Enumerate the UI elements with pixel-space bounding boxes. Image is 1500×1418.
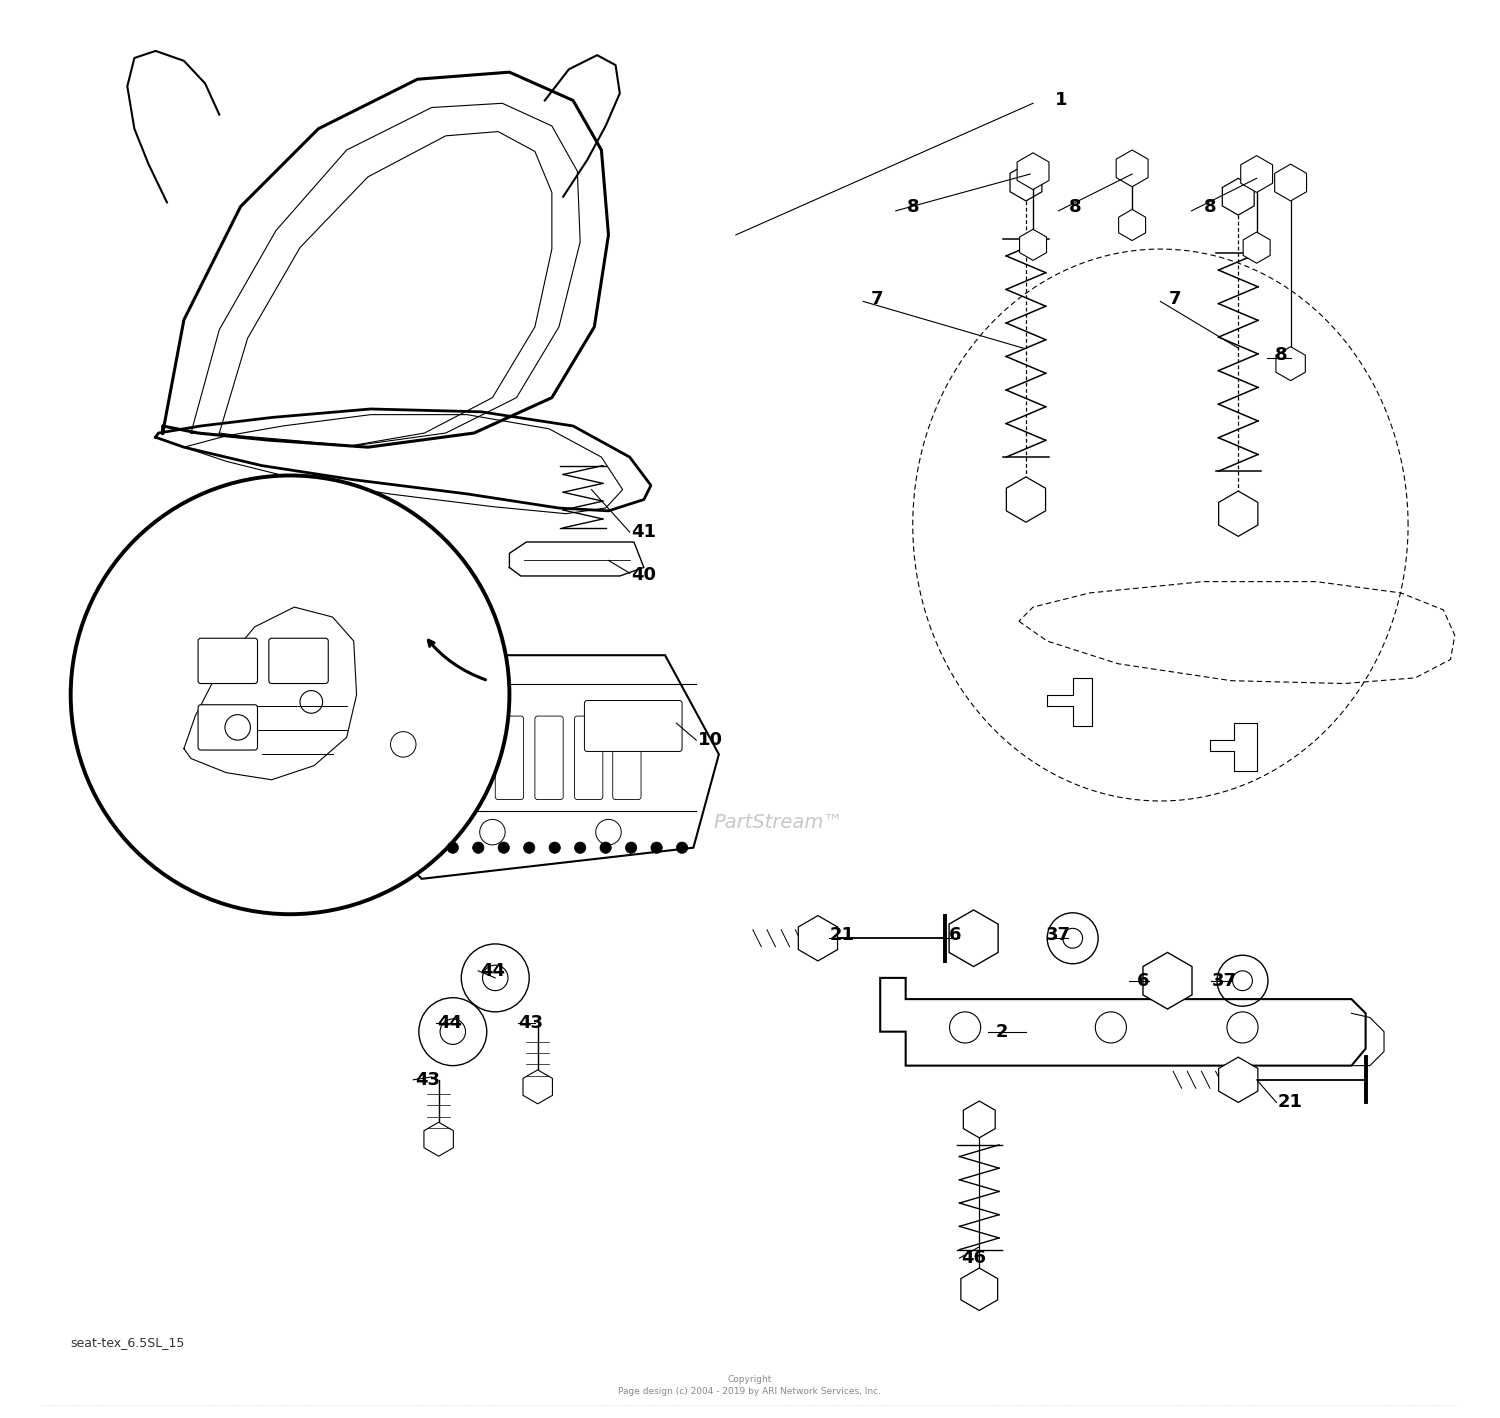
Text: 21: 21 (1278, 1093, 1304, 1112)
Text: Copyright
Page design (c) 2004 - 2019 by ARI Network Services, Inc.: Copyright Page design (c) 2004 - 2019 by… (618, 1374, 882, 1397)
Text: 44: 44 (438, 1014, 462, 1032)
Text: 7: 7 (871, 289, 883, 308)
FancyBboxPatch shape (574, 716, 603, 800)
Text: 2: 2 (996, 1022, 1008, 1041)
Polygon shape (351, 655, 718, 879)
Circle shape (549, 842, 561, 854)
FancyBboxPatch shape (612, 716, 640, 800)
Circle shape (524, 842, 536, 854)
Polygon shape (880, 978, 1365, 1066)
Text: 1: 1 (1054, 91, 1068, 109)
Text: seat-tex_6.5SL_15: seat-tex_6.5SL_15 (70, 1337, 184, 1350)
Circle shape (498, 842, 510, 854)
Text: PartStream™: PartStream™ (714, 813, 843, 832)
Text: 21: 21 (830, 926, 855, 944)
Text: 6: 6 (950, 926, 962, 944)
Text: 43: 43 (416, 1071, 440, 1089)
Text: 8: 8 (906, 197, 920, 216)
Text: 41: 41 (632, 523, 657, 542)
FancyBboxPatch shape (458, 716, 486, 800)
Text: 8: 8 (1070, 197, 1082, 216)
Circle shape (472, 842, 484, 854)
FancyBboxPatch shape (198, 705, 258, 750)
Circle shape (447, 842, 459, 854)
Text: 37: 37 (1046, 926, 1071, 944)
Text: 6: 6 (1137, 971, 1149, 990)
Circle shape (574, 842, 586, 854)
Circle shape (676, 842, 687, 854)
Text: 46: 46 (962, 1249, 986, 1268)
FancyBboxPatch shape (198, 638, 258, 683)
Text: 10: 10 (698, 732, 723, 749)
Circle shape (70, 475, 510, 915)
Text: 8: 8 (1275, 346, 1287, 364)
FancyBboxPatch shape (268, 638, 328, 683)
Text: 44: 44 (480, 961, 506, 980)
Text: 37: 37 (1212, 971, 1236, 990)
Circle shape (600, 842, 612, 854)
FancyBboxPatch shape (495, 716, 524, 800)
FancyBboxPatch shape (536, 716, 562, 800)
Text: 43: 43 (518, 1014, 543, 1032)
Text: 8: 8 (1203, 197, 1216, 216)
FancyBboxPatch shape (585, 700, 682, 752)
Text: 7: 7 (1168, 289, 1180, 308)
Circle shape (626, 842, 638, 854)
Text: 40: 40 (632, 566, 657, 584)
Circle shape (651, 842, 663, 854)
